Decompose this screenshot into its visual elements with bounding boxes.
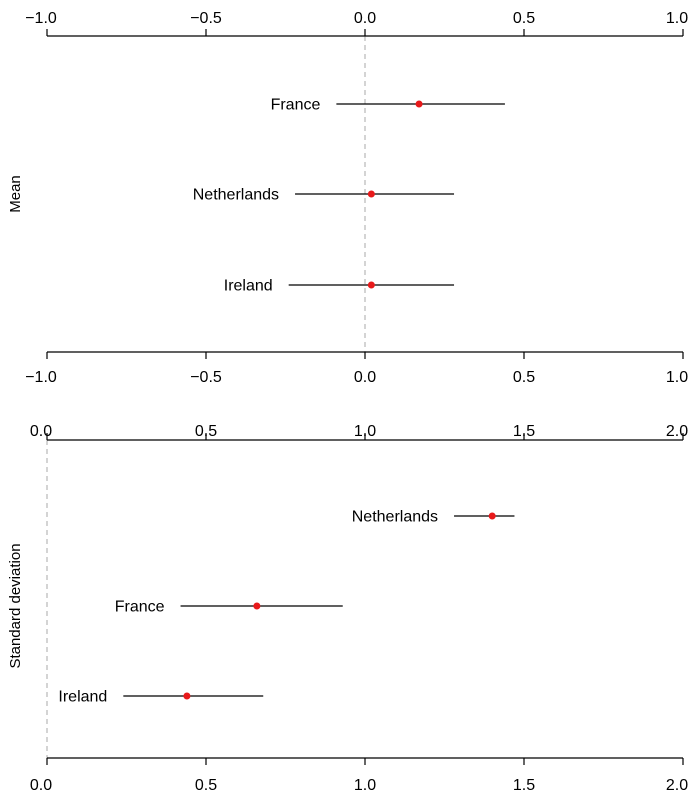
bottom-x-tick-label: 0.0 [354,369,376,386]
top-x-tick-label: 1.0 [666,10,688,27]
top-x-tick-label: 0.5 [513,10,535,27]
point-estimate-marker [367,281,375,289]
row-label: France [271,97,321,114]
point-estimate-marker [253,602,261,610]
row-label: Ireland [224,278,273,295]
bottom-x-tick-label: 1.0 [666,369,688,386]
top-x-tick-label: 0.0 [354,10,376,27]
bottom-x-tick-label: −0.5 [190,369,222,386]
point-estimate-marker [488,512,496,520]
point-estimate-marker [367,190,375,198]
bottom-x-tick-label: 0.5 [513,369,535,386]
row-label: Netherlands [352,509,438,526]
bottom-x-tick-label: 1.0 [354,777,376,794]
panel-2: 0.0 0.5 1.0 1.5 2.0 0.0 0.5 1.0 1.5 2.0 Standard d… [7,423,688,794]
point-estimate-marker [183,692,191,700]
top-x-tick-label: 1.5 [513,423,535,440]
top-x-tick-label: 0.0 [30,423,52,440]
bottom-x-tick-label: 0.5 [195,777,217,794]
panel-1: −1.0 −0.5 0.0 0.5 1.0 −1.0 −0.5 0.0 0.5 1.0 Mean Fr… [7,10,688,386]
top-x-tick-label: 2.0 [666,423,688,440]
top-x-tick-label: −0.5 [190,10,222,27]
panel-y-axis-label: Standard deviation [7,543,24,668]
bottom-x-tick-label: 1.5 [513,777,535,794]
bottom-x-tick-label: 0.0 [30,777,52,794]
top-x-tick-label: −1.0 [25,10,57,27]
row-label: France [115,599,165,616]
row-label: Ireland [58,689,107,706]
top-x-tick-label: 1.0 [354,423,376,440]
panel-y-axis-label: Mean [7,175,24,213]
bottom-x-tick-label: 2.0 [666,777,688,794]
bottom-x-tick-label: −1.0 [25,369,57,386]
top-x-tick-label: 0.5 [195,423,217,440]
point-estimate-marker [415,100,423,108]
row-label: Netherlands [193,187,279,204]
